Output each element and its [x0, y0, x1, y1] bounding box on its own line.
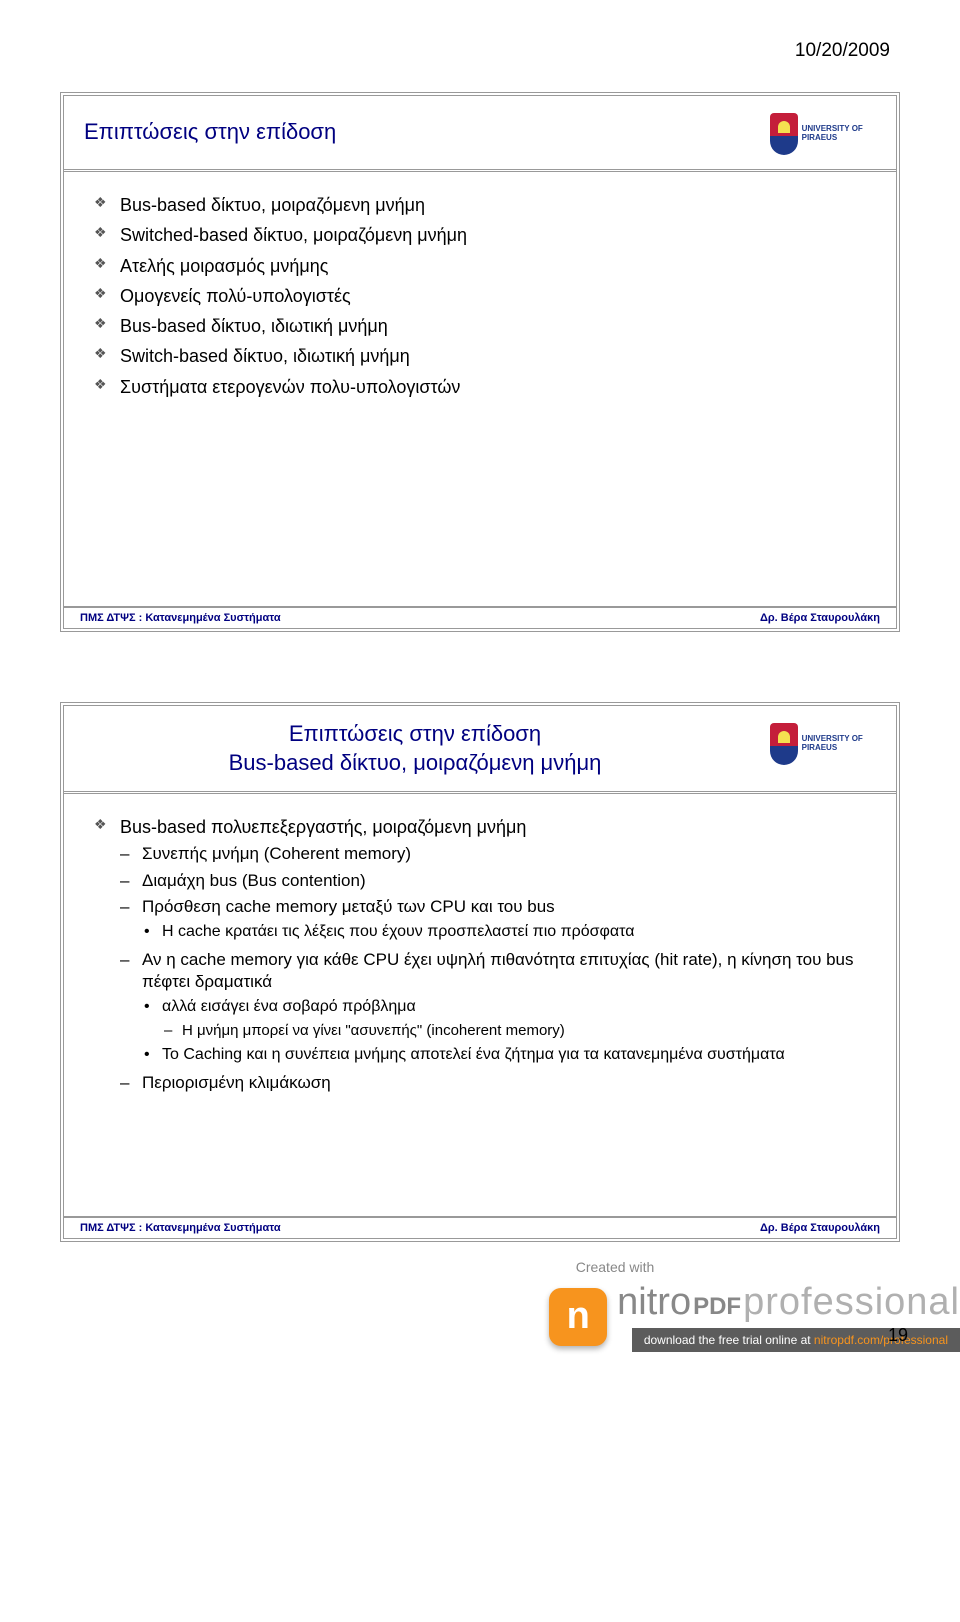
title-line-2: Bus-based δίκτυο, μοιραζόμενη μνήμη: [229, 750, 602, 775]
slide-1-header: Επιπτώσεις στην επίδοση UNIVERSITY OF PI…: [64, 96, 896, 172]
nitro-brand-row: n nitroPDFprofessional download the free…: [440, 1281, 960, 1352]
list-item: Συνεπής μνήμη (Coherent memory): [120, 841, 866, 867]
title-line-1: Επιπτώσεις στην επίδοση: [289, 721, 541, 746]
list-item: Ατελής μοιρασμός μνήμης: [94, 251, 866, 281]
list-item: Η μνήμη μπορεί να γίνει "ασυνεπής" (inco…: [162, 1020, 866, 1042]
slide-1-title: Επιπτώσεις στην επίδοση: [84, 118, 876, 147]
created-with-text: Created with: [440, 1259, 790, 1275]
bullet-text: αλλά εισάγει ένα σοβαρό πρόβλημα: [162, 998, 416, 1015]
shield-icon: [770, 113, 798, 155]
nitro-text-3: professional: [743, 1281, 960, 1324]
slide-2-bullets: Bus-based πολυεπεξεργαστής, μοιραζόμενη …: [94, 812, 866, 1099]
list-item: Αν η cache memory για κάθε CPU έχει υψηλ…: [120, 947, 866, 1070]
list-item: Η cache κρατάει τις λέξεις που έχουν προ…: [142, 920, 866, 945]
footer-left: ΠΜΣ ΔΤΨΣ : Κατανεμημένα Συστήματα: [80, 1222, 281, 1234]
slide-2-footer: ΠΜΣ ΔΤΨΣ : Κατανεμημένα Συστήματα Δρ. Βέ…: [64, 1216, 896, 1238]
list-item: Bus-based δίκτυο, ιδιωτική μνήμη: [94, 311, 866, 341]
logo-text: UNIVERSITY OF PIRAEUS: [802, 125, 882, 143]
page-number: 19: [888, 1325, 908, 1346]
list-item: αλλά εισάγει ένα σοβαρό πρόβλημα Η μνήμη…: [142, 995, 866, 1043]
date-stamp: 10/20/2009: [60, 40, 900, 62]
bullet-text: Πρόσθεση cache memory μεταξύ των CPU και…: [142, 897, 555, 916]
list-item: Switch-based δίκτυο, ιδιωτική μνήμη: [94, 341, 866, 371]
slide-2-body: Bus-based πολυεπεξεργαστής, μοιραζόμενη …: [64, 794, 896, 1157]
slide-2-header: Επιπτώσεις στην επίδοση Bus-based δίκτυο…: [64, 706, 896, 794]
list-item: Bus-based πολυεπεξεργαστής, μοιραζόμενη …: [94, 812, 866, 1099]
list-item: Switched-based δίκτυο, μοιραζόμενη μνήμη: [94, 220, 866, 250]
list-item: Διαμάχη bus (Bus contention): [120, 868, 866, 894]
list-item: Ομογενείς πολύ-υπολογιστές: [94, 281, 866, 311]
university-logo: UNIVERSITY OF PIRAEUS: [770, 714, 882, 774]
nitro-sub-link: nitropdf.com/professional: [814, 1333, 948, 1347]
slide-1-bullets: Bus-based δίκτυο, μοιραζόμενη μνήμη Swit…: [94, 190, 866, 402]
bullet-text: Bus-based πολυεπεξεργαστής, μοιραζόμενη …: [120, 817, 526, 837]
slide-2: Επιπτώσεις στην επίδοση Bus-based δίκτυο…: [60, 702, 900, 1242]
nitro-subtitle: download the free trial online at nitrop…: [632, 1328, 960, 1352]
footer-right: Δρ. Βέρα Σταυρουλάκη: [760, 612, 880, 624]
nitro-name: nitroPDFprofessional: [617, 1281, 960, 1324]
slide-1-body: Bus-based δίκτυο, μοιραζόμενη μνήμη Swit…: [64, 172, 896, 460]
slide-2-title: Επιπτώσεις στην επίδοση Bus-based δίκτυο…: [84, 720, 876, 777]
slide-1: Επιπτώσεις στην επίδοση UNIVERSITY OF PI…: [60, 92, 900, 632]
slide-1-footer: ΠΜΣ ΔΤΨΣ : Κατανεμημένα Συστήματα Δρ. Βέ…: [64, 606, 896, 628]
nitro-text-1: nitro: [617, 1281, 691, 1324]
footer-right: Δρ. Βέρα Σταυρουλάκη: [760, 1222, 880, 1234]
bullet-text: Αν η cache memory για κάθε CPU έχει υψηλ…: [142, 950, 854, 991]
nitro-text-2: PDF: [693, 1293, 741, 1321]
shield-icon: [770, 723, 798, 765]
nitro-watermark: Created with n nitroPDFprofessional down…: [440, 1259, 960, 1352]
list-item: Πρόσθεση cache memory μεταξύ των CPU και…: [120, 894, 866, 947]
university-logo: UNIVERSITY OF PIRAEUS: [770, 104, 882, 164]
list-item: Περιορισμένη κλιμάκωση: [120, 1070, 866, 1096]
logo-text: UNIVERSITY OF PIRAEUS: [802, 735, 882, 753]
footer-left: ΠΜΣ ΔΤΨΣ : Κατανεμημένα Συστήματα: [80, 612, 281, 624]
list-item: Συστήματα ετερογενών πολυ-υπολογιστών: [94, 372, 866, 402]
nitro-icon: n: [549, 1288, 607, 1346]
nitro-sub-pre: download the free trial online at: [644, 1333, 814, 1347]
list-item: Το Caching και η συνέπεια μνήμης αποτελε…: [142, 1043, 866, 1068]
list-item: Bus-based δίκτυο, μοιραζόμενη μνήμη: [94, 190, 866, 220]
